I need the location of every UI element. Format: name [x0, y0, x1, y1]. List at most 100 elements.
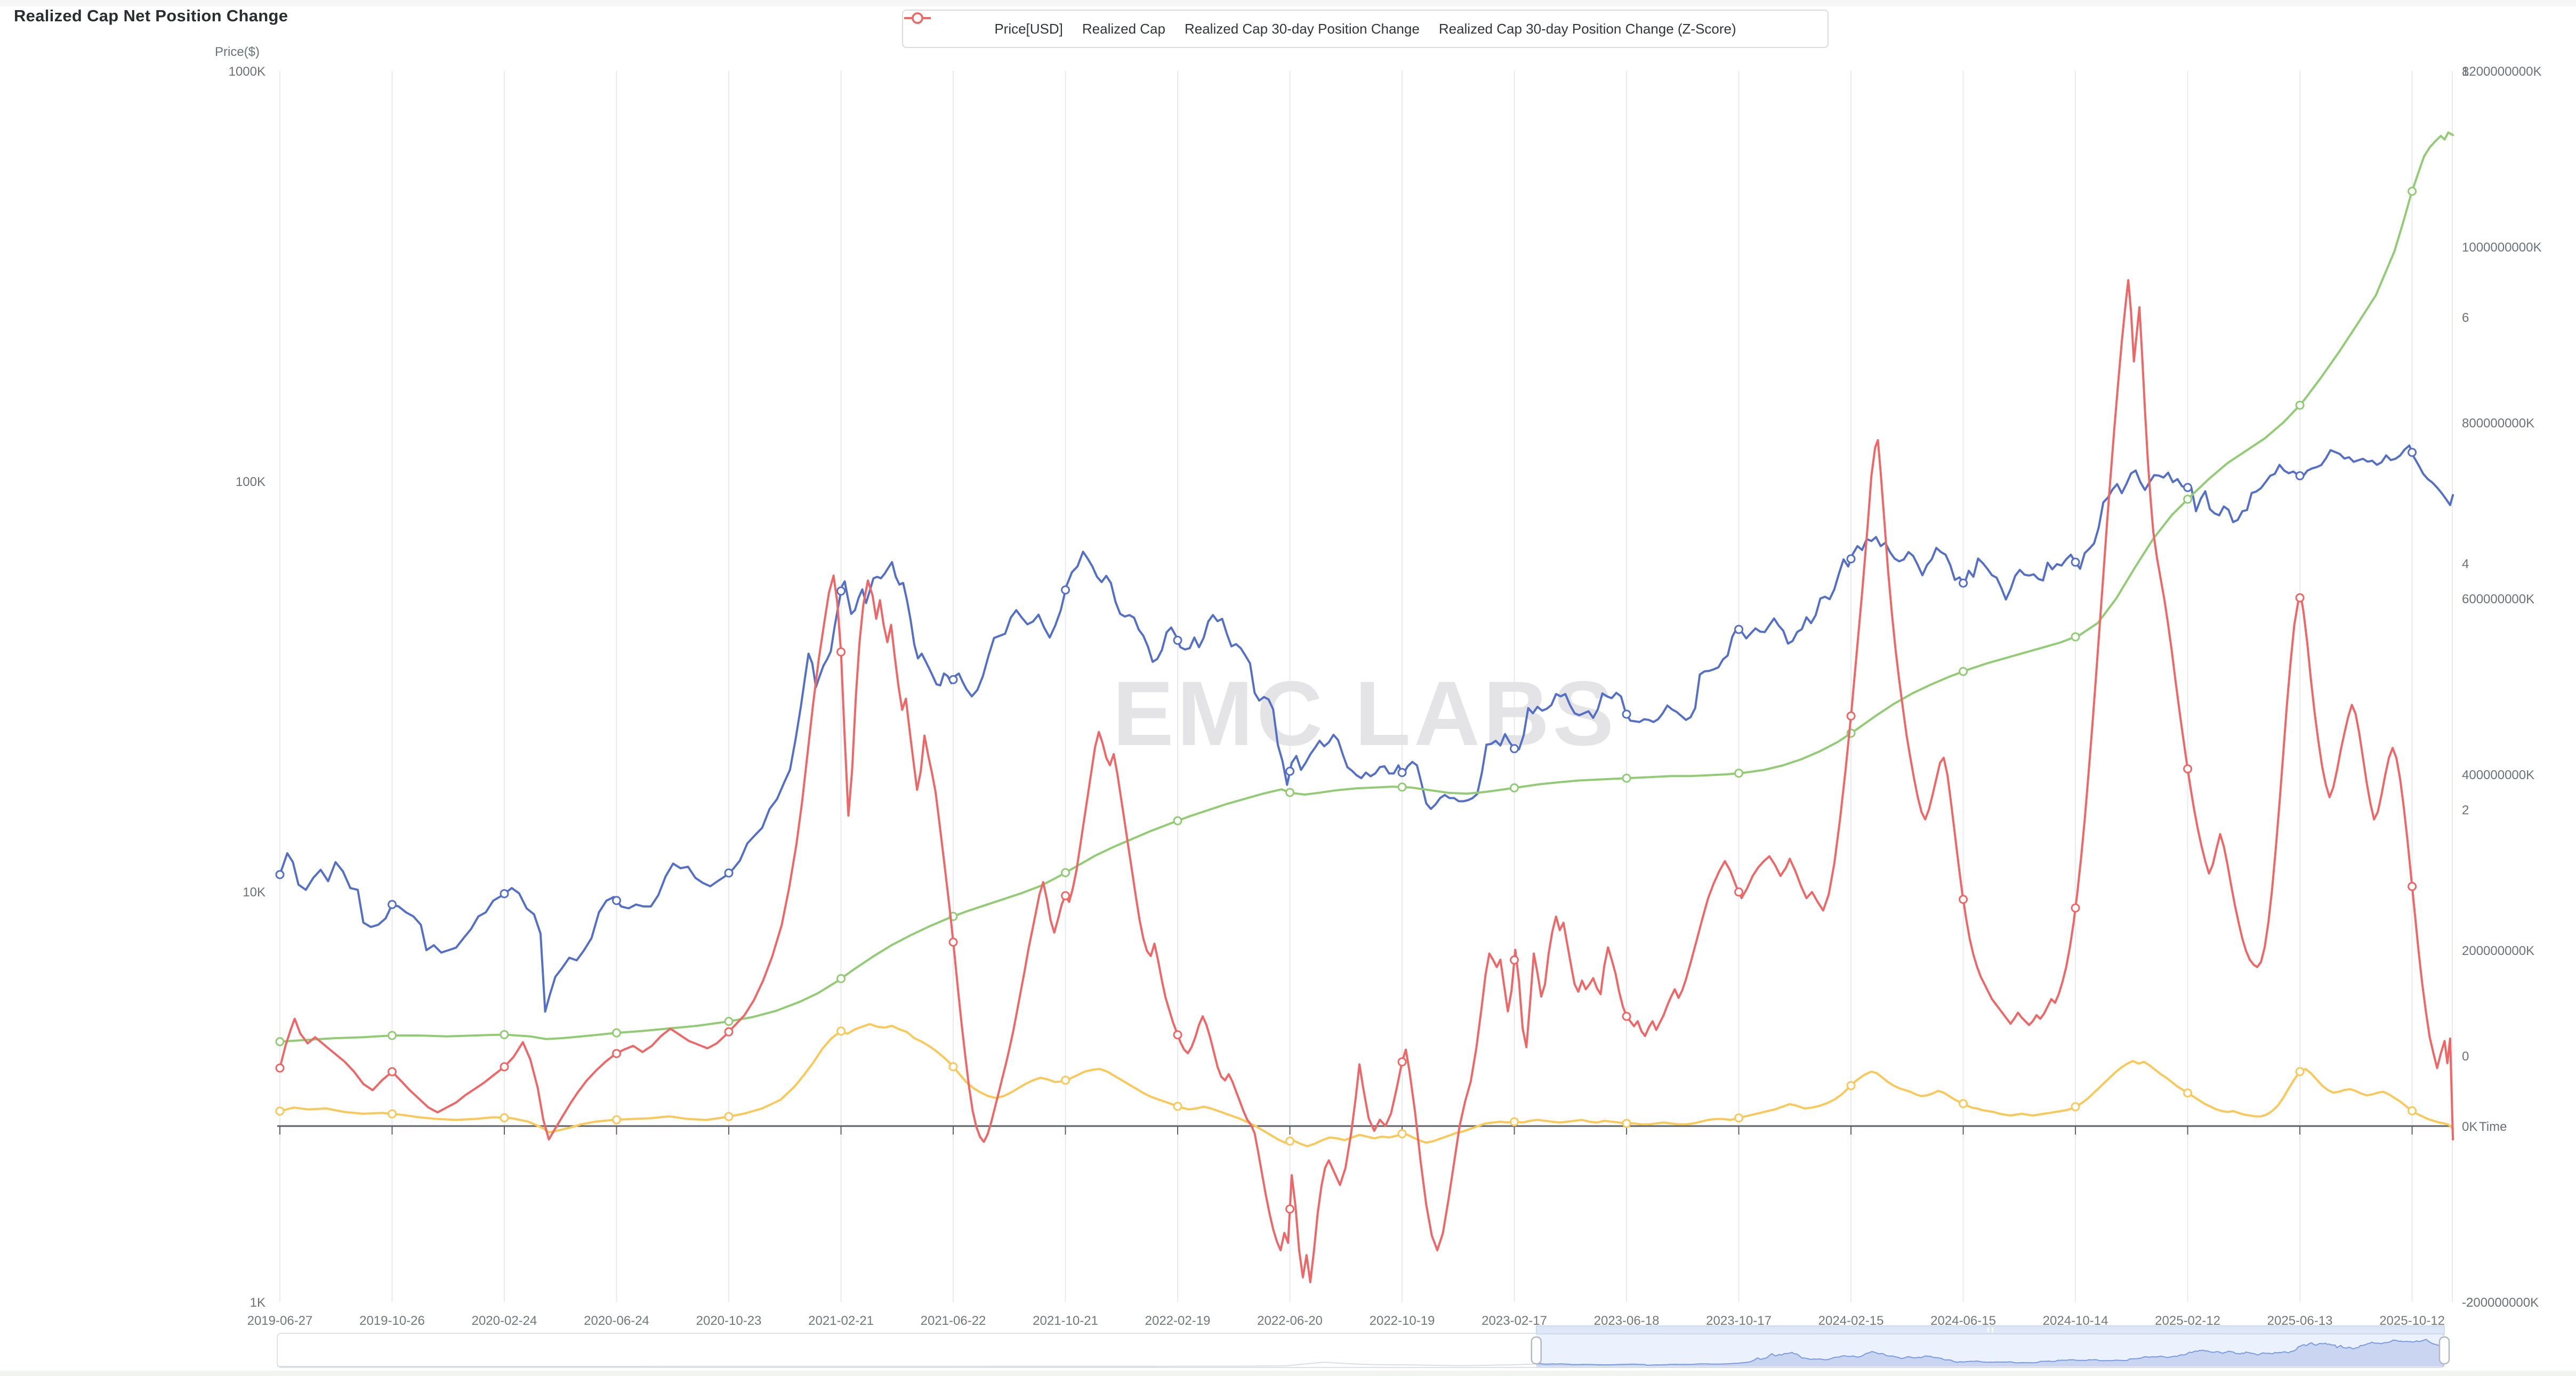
- series-realized-cap-line-marker: [2408, 187, 2417, 196]
- series-zscore-line-marker: [1397, 1057, 1407, 1067]
- series-realized-cap-line-marker: [724, 1017, 734, 1026]
- series-realized-cap-line-marker: [2183, 495, 2193, 504]
- datazoom-mini-line: [1536, 1339, 2445, 1366]
- series-realized-cap-line-marker: [1510, 783, 1519, 792]
- series-position-change-line-marker: [1397, 1129, 1407, 1138]
- series-realized-cap-line-marker: [1285, 788, 1295, 797]
- series-position-change-line-marker: [1846, 1081, 1856, 1090]
- legend-item-label: Price[USD]: [994, 20, 1063, 37]
- series-zscore-line-marker: [2071, 903, 2080, 913]
- series-zscore-line-marker: [1510, 955, 1519, 965]
- series-realized-cap-line-marker: [2071, 632, 2080, 642]
- series-position-change-line-marker: [612, 1115, 622, 1124]
- series-zscore-line-marker: [1622, 1011, 1631, 1021]
- series-price-line-marker: [2408, 448, 2417, 457]
- cap-axis-label: 800000000K: [2462, 416, 2534, 431]
- series-realized-cap-line-marker: [1061, 868, 1070, 877]
- series-zscore-line-marker: [1061, 891, 1070, 901]
- series-price-line-marker: [1510, 744, 1519, 754]
- price-axis-label: 100K: [236, 475, 265, 489]
- series-price-line: [279, 444, 2454, 1013]
- series-position-change-line-marker: [1285, 1136, 1295, 1146]
- series-realized-cap-line-marker: [612, 1028, 622, 1038]
- series-price-line-marker: [1846, 554, 1856, 564]
- series-price-line-marker: [275, 870, 285, 879]
- cap-axis-label: 600000000K: [2462, 592, 2534, 606]
- series-position-change-line-marker: [2295, 1067, 2305, 1076]
- series-price-line-marker: [836, 586, 846, 596]
- legend-item-label: Realized Cap 30-day Position Change: [1184, 20, 1420, 37]
- series-position-change-line-marker: [1959, 1099, 1968, 1108]
- series-zscore-line-marker: [1846, 711, 1856, 721]
- series-zscore-line-marker: [1734, 887, 1744, 897]
- series-price-line-marker: [612, 896, 622, 905]
- cap-axis-label: 0K: [2462, 1120, 2477, 1134]
- datazoom-handle-right[interactable]: [2438, 1336, 2450, 1365]
- series-price-line-marker: [1622, 709, 1631, 719]
- series-position-change-line-marker: [724, 1112, 734, 1121]
- series-position-change-line: [279, 1023, 2454, 1147]
- series-realized-cap-line-marker: [275, 1037, 285, 1047]
- series-zscore-line-marker: [724, 1027, 734, 1037]
- zscore-axis-label: 8: [2462, 64, 2469, 79]
- series-realized-cap-line-marker: [1397, 782, 1407, 792]
- price-axis-name: Price($): [214, 45, 260, 59]
- series-price-line-marker: [1173, 635, 1182, 645]
- series-position-change-line-marker: [1510, 1117, 1519, 1127]
- price-axis-label: 1000K: [229, 64, 265, 79]
- series-price-line-marker: [948, 675, 958, 684]
- series-position-change-line-marker: [1622, 1119, 1631, 1128]
- series-realized-cap-line-marker: [836, 974, 846, 983]
- zscore-axis-label: 0: [2462, 1049, 2469, 1064]
- series-realized-cap-line-marker: [1622, 773, 1631, 783]
- series-zscore-line-marker: [836, 647, 846, 657]
- legend-item-label: Realized Cap 30-day Position Change (Z-S…: [1438, 20, 1736, 37]
- zscore-axis-label: 4: [2462, 557, 2469, 571]
- watermark: EMC LABS: [1113, 662, 1617, 765]
- cap-axis-label: 1000000000K: [2462, 240, 2541, 255]
- series-realized-cap-line-marker: [1959, 667, 1968, 676]
- series-zscore-line: [279, 279, 2454, 1283]
- series-zscore-line-marker: [948, 937, 958, 947]
- date-label: 2022-06-20: [1257, 1314, 1323, 1328]
- series-position-change-line-marker: [948, 1062, 958, 1072]
- series-zscore-line-marker: [612, 1049, 622, 1058]
- cap-axis-label: 200000000K: [2462, 944, 2534, 958]
- legend-item-label: Realized Cap: [1082, 20, 1165, 37]
- price-axis-label: 10K: [243, 885, 265, 900]
- series-price-line-marker: [724, 868, 734, 878]
- series-realized-cap-line: [279, 131, 2454, 1043]
- series-price-line-marker: [1061, 585, 1070, 595]
- datazoom-move-handle[interactable]: [1536, 1325, 2445, 1334]
- legend-item-4[interactable]: Realized Cap 30-day Position Change (Z-S…: [904, 12, 1736, 37]
- series-position-change-line-marker: [500, 1113, 509, 1122]
- series-realized-cap-line-marker: [1734, 768, 1744, 778]
- series-zscore-line-marker: [2295, 593, 2305, 603]
- legend-line-circle-icon: [904, 12, 931, 24]
- date-label: 2021-10-21: [1033, 1314, 1098, 1328]
- series-price-line-marker: [500, 889, 509, 899]
- series-position-change-line-marker: [1173, 1102, 1182, 1111]
- zscore-axis-label: -2: [2462, 1296, 2473, 1310]
- time-axis-name: Time: [2479, 1120, 2507, 1134]
- date-label: 2020-06-24: [584, 1314, 649, 1328]
- series-price-line-marker: [1397, 768, 1407, 778]
- chart-title: Realized Cap Net Position Change: [14, 6, 288, 25]
- series-position-change-line-marker: [1061, 1075, 1070, 1085]
- cap-axis-label: 1200000000K: [2462, 64, 2541, 79]
- series-zscore-line-marker: [1285, 1204, 1295, 1214]
- series-zscore-line-marker: [388, 1067, 397, 1076]
- series-position-change-line-marker: [275, 1106, 285, 1116]
- cap-axis-label: -200000000K: [2462, 1296, 2539, 1310]
- series-zscore-line-marker: [1959, 895, 1968, 904]
- date-label: 2019-10-26: [359, 1314, 425, 1328]
- series-price-line-marker: [2183, 483, 2193, 492]
- series-realized-cap-line-marker: [500, 1030, 509, 1039]
- series-price-line-marker: [1285, 766, 1295, 776]
- datazoom-mini-area: [1536, 1339, 2444, 1366]
- series-position-change-line-marker: [2071, 1102, 2080, 1112]
- date-label: 2022-10-19: [1370, 1314, 1435, 1328]
- datazoom-handle-left[interactable]: [1531, 1336, 1542, 1365]
- legend: Price[USD] Realized Cap Realized Cap 30-da…: [902, 10, 1829, 48]
